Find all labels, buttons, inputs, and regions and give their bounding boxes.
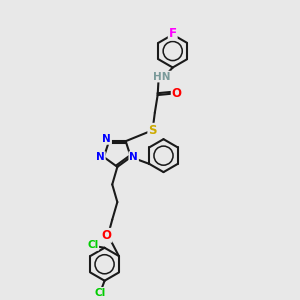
Text: N: N xyxy=(96,152,105,162)
Text: F: F xyxy=(169,27,177,40)
Text: O: O xyxy=(172,87,182,100)
Text: Cl: Cl xyxy=(95,289,106,298)
Text: S: S xyxy=(148,124,157,137)
Text: N: N xyxy=(129,152,138,162)
Text: HN: HN xyxy=(153,72,171,82)
Text: Cl: Cl xyxy=(87,240,98,250)
Text: N: N xyxy=(102,134,111,144)
Text: O: O xyxy=(102,229,112,242)
